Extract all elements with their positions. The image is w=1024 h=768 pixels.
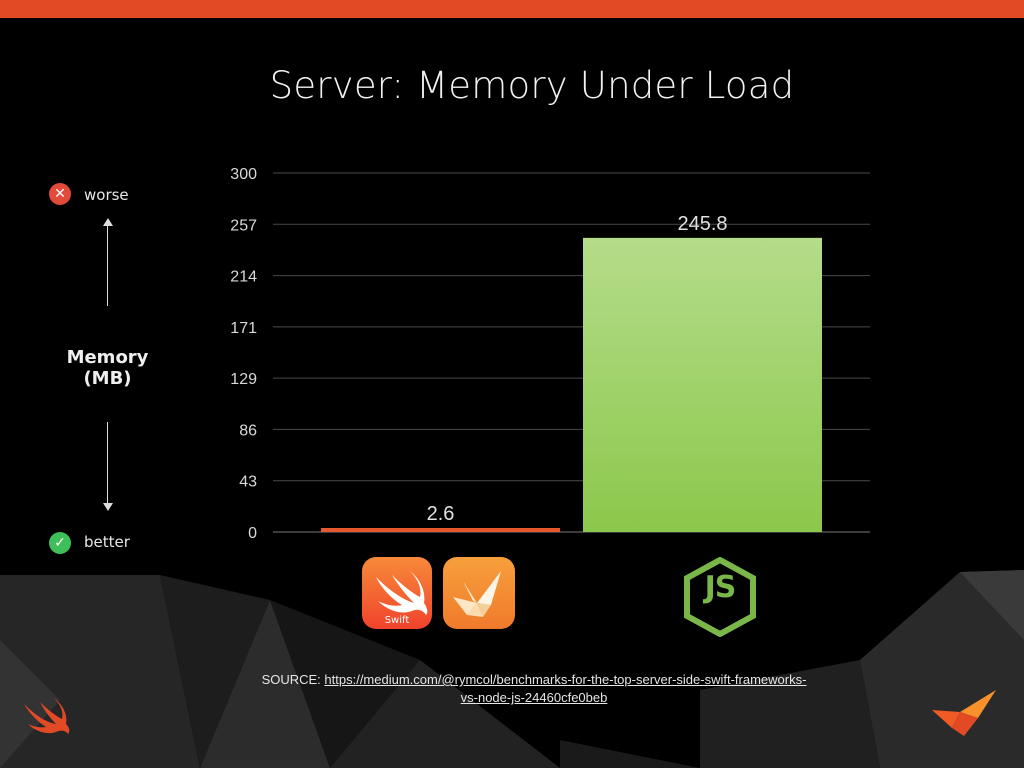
- source-citation: SOURCE: https://medium.com/@rymcol/bench…: [200, 671, 868, 707]
- paper-crane-icon: [453, 571, 501, 617]
- source-link[interactable]: https://medium.com/@rymcol/benchmarks-fo…: [324, 672, 806, 705]
- y-tick-label: 0: [248, 525, 257, 542]
- perfect-logo: [443, 557, 515, 629]
- axis-title-line-2: (MB): [83, 368, 132, 389]
- y-tick-label: 129: [230, 371, 257, 388]
- swift-corner-logo: [24, 698, 70, 734]
- y-tick-label: 43: [239, 474, 257, 491]
- nodejs-hexagon-icon: [684, 557, 756, 637]
- source-prefix: SOURCE:: [261, 672, 325, 687]
- up-arrow-line: [107, 224, 108, 306]
- bar-value-label: 245.8: [677, 213, 727, 235]
- y-tick-label: 86: [239, 422, 257, 439]
- slide-title: Server: Memory Under Load: [269, 64, 795, 107]
- swift-logo: Swift: [362, 557, 432, 629]
- nodejs-logo-text: JS: [704, 570, 737, 605]
- memory-axis-title: Memory (MB): [40, 347, 175, 389]
- source-link-line-1: https://medium.com/@rymcol/benchmarks-fo…: [324, 672, 807, 687]
- swift-logo-text: Swift: [384, 615, 410, 626]
- y-tick-label: 214: [230, 269, 257, 286]
- better-check-icon: ✓: [49, 532, 71, 554]
- better-label: better: [84, 533, 130, 551]
- bar-value-label: 2.6: [427, 503, 455, 525]
- top-accent-bar: [0, 0, 1024, 18]
- axis-title-line-1: Memory: [66, 347, 149, 368]
- y-tick-label: 171: [230, 320, 257, 337]
- source-link-line-2: vs-node-js-24460cfe0beb: [460, 690, 608, 705]
- up-arrow-icon: [103, 218, 113, 226]
- chart-bars: [321, 237, 822, 533]
- y-axis-ticks: 0 43 86 129 171 214 257 300: [230, 166, 257, 542]
- swift-bird-icon: [376, 571, 428, 615]
- y-tick-label: 257: [230, 217, 257, 234]
- worse-label: worse: [84, 186, 129, 204]
- bar-nodejs: [583, 237, 822, 533]
- chart-data-labels: 2.6 245.8: [427, 213, 728, 525]
- nodejs-logo: [684, 557, 756, 637]
- perfect-corner-logo: [932, 690, 996, 736]
- down-arrow-line: [107, 422, 108, 504]
- worse-x-icon: ✕: [49, 183, 71, 205]
- y-tick-label: 300: [230, 166, 257, 183]
- down-arrow-icon: [103, 503, 113, 511]
- bar-swift: [321, 528, 560, 532]
